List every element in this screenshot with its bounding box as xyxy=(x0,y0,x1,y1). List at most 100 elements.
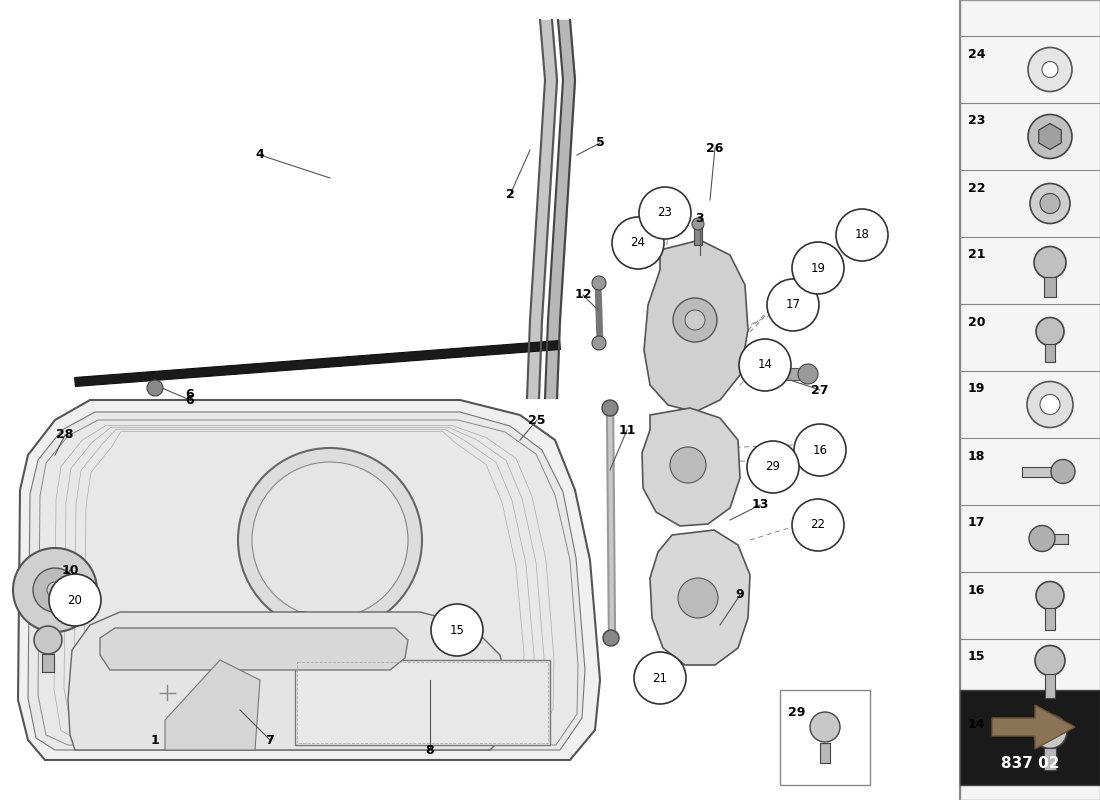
Text: 10: 10 xyxy=(62,563,79,577)
Circle shape xyxy=(747,441,799,493)
Circle shape xyxy=(692,218,704,230)
Bar xyxy=(295,660,550,745)
Circle shape xyxy=(602,400,618,416)
Text: 6: 6 xyxy=(185,389,194,402)
Text: 28: 28 xyxy=(56,429,74,442)
Text: 6: 6 xyxy=(186,394,195,406)
Text: 20: 20 xyxy=(968,315,986,329)
Circle shape xyxy=(1036,582,1064,610)
Bar xyxy=(1044,747,1056,770)
Text: 23: 23 xyxy=(658,206,672,219)
Circle shape xyxy=(592,336,606,350)
Circle shape xyxy=(592,276,606,290)
Text: 15: 15 xyxy=(968,650,986,663)
Text: 18: 18 xyxy=(855,229,869,242)
Circle shape xyxy=(33,568,77,612)
Bar xyxy=(694,225,702,245)
Text: 15: 15 xyxy=(450,623,464,637)
Text: 21: 21 xyxy=(652,671,668,685)
Text: 9: 9 xyxy=(736,589,745,602)
Bar xyxy=(1045,674,1055,698)
Polygon shape xyxy=(642,408,740,526)
Text: 8: 8 xyxy=(426,743,434,757)
Circle shape xyxy=(1028,47,1072,91)
Text: 22: 22 xyxy=(968,182,986,194)
Bar xyxy=(960,0,1100,800)
Circle shape xyxy=(50,574,101,626)
Text: 14: 14 xyxy=(758,358,772,371)
Polygon shape xyxy=(992,705,1075,749)
Text: 5: 5 xyxy=(595,137,604,150)
Text: 19: 19 xyxy=(968,382,986,395)
Circle shape xyxy=(1033,714,1067,749)
Text: 27: 27 xyxy=(812,383,828,397)
Text: 17: 17 xyxy=(968,517,986,530)
Bar xyxy=(780,690,870,785)
Circle shape xyxy=(431,604,483,656)
Text: 11: 11 xyxy=(618,423,636,437)
Text: 12: 12 xyxy=(574,289,592,302)
Circle shape xyxy=(1035,646,1065,675)
Polygon shape xyxy=(68,612,510,750)
Polygon shape xyxy=(18,400,600,760)
Bar xyxy=(1030,534,1068,543)
Circle shape xyxy=(670,447,706,483)
Circle shape xyxy=(275,625,324,675)
Polygon shape xyxy=(644,240,748,412)
Bar xyxy=(297,662,548,743)
Circle shape xyxy=(238,448,422,632)
Circle shape xyxy=(673,298,717,342)
Bar xyxy=(1045,607,1055,630)
Text: 16: 16 xyxy=(813,443,827,457)
Text: 13: 13 xyxy=(751,498,769,511)
Circle shape xyxy=(612,217,664,269)
Circle shape xyxy=(836,209,888,261)
Text: 18: 18 xyxy=(968,450,986,462)
Text: 29: 29 xyxy=(788,706,805,719)
Polygon shape xyxy=(28,412,585,750)
Circle shape xyxy=(798,364,818,384)
Text: 2: 2 xyxy=(506,189,515,202)
Text: 29: 29 xyxy=(766,461,781,474)
Polygon shape xyxy=(165,660,260,750)
Circle shape xyxy=(262,612,338,688)
Circle shape xyxy=(13,548,97,632)
Circle shape xyxy=(1036,318,1064,346)
Circle shape xyxy=(739,339,791,391)
Circle shape xyxy=(147,380,163,396)
Circle shape xyxy=(1040,194,1060,214)
Text: 24: 24 xyxy=(630,237,646,250)
Circle shape xyxy=(1042,62,1058,78)
Circle shape xyxy=(252,462,408,618)
Text: 837 02: 837 02 xyxy=(1001,756,1059,771)
Bar xyxy=(820,743,830,763)
Circle shape xyxy=(794,424,846,476)
Circle shape xyxy=(603,630,619,646)
Circle shape xyxy=(678,578,718,618)
Circle shape xyxy=(1030,183,1070,223)
Circle shape xyxy=(792,499,844,551)
Circle shape xyxy=(1028,114,1072,158)
Bar xyxy=(1022,466,1060,477)
Bar xyxy=(960,690,1100,785)
Text: 21: 21 xyxy=(968,249,986,262)
Bar xyxy=(42,654,54,672)
Text: 19: 19 xyxy=(811,262,825,274)
Text: 22: 22 xyxy=(811,518,825,531)
Text: 7: 7 xyxy=(265,734,274,746)
Circle shape xyxy=(792,242,844,294)
Polygon shape xyxy=(650,530,750,665)
Circle shape xyxy=(634,652,686,704)
Polygon shape xyxy=(100,628,408,670)
Circle shape xyxy=(1050,459,1075,483)
Circle shape xyxy=(1028,526,1055,551)
Text: 20: 20 xyxy=(67,594,82,606)
Polygon shape xyxy=(1038,123,1061,150)
Text: 25: 25 xyxy=(528,414,546,426)
Bar xyxy=(750,368,810,380)
Polygon shape xyxy=(75,341,560,386)
Circle shape xyxy=(34,626,62,654)
Text: 14: 14 xyxy=(968,718,986,730)
Circle shape xyxy=(767,279,820,331)
Circle shape xyxy=(1040,394,1060,414)
